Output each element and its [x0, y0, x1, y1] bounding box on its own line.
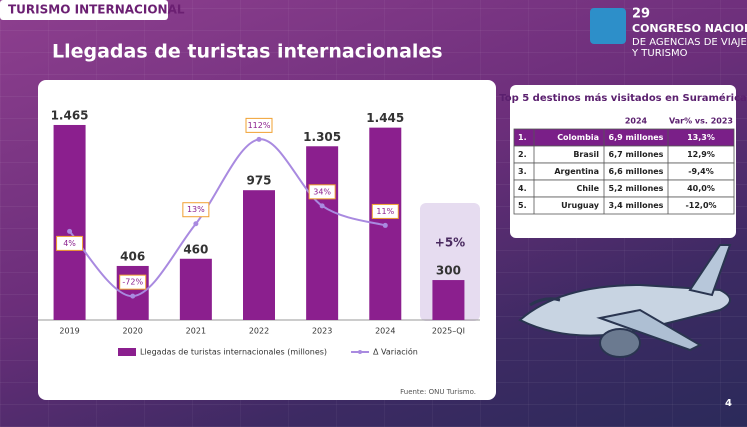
airplane [518, 244, 732, 358]
table-cell: 2. [518, 150, 527, 159]
legend-label: Llegadas de turistas internacionales (mi… [140, 348, 327, 357]
x-tick-label: 2024 [375, 327, 395, 336]
data-label: 34% [313, 187, 331, 196]
data-label: 300 [436, 264, 461, 278]
logo-number: 29 [632, 7, 650, 22]
line-point [256, 136, 262, 142]
table-cell: 6,6 millones [609, 167, 664, 176]
data-label: 11% [376, 207, 394, 216]
table-cell: 3. [518, 167, 527, 176]
line-point [130, 293, 136, 299]
table-cell: 3,4 millones [609, 201, 664, 210]
bar [179, 258, 212, 320]
data-label: 1.465 [51, 108, 89, 122]
line-point [382, 222, 388, 228]
logo-text: DE AGENCIAS DE VIAJES [632, 37, 747, 48]
label-box [56, 235, 84, 251]
table-cell: -9,4% [688, 167, 714, 176]
logo-text: Y TURISMO [631, 48, 688, 59]
table-cell: -12,0% [685, 201, 716, 210]
bar [243, 190, 275, 320]
x-tick-label: 2025–QI [432, 327, 465, 336]
data-label: 4% [63, 239, 76, 248]
heading: Llegadas de turistas internacionales [52, 41, 443, 63]
page-number: 4 [725, 398, 732, 409]
data-label: 1.445 [366, 111, 404, 125]
label-box [371, 203, 399, 219]
table-cell: 5,2 millones [609, 184, 664, 193]
table-cell: 5. [518, 201, 527, 210]
bar [306, 146, 339, 320]
x-tick-label: 2020 [123, 327, 143, 336]
annotation: +5% [435, 236, 465, 250]
table-cell: Uruguay [561, 201, 600, 210]
label-box [119, 274, 147, 290]
line-point [67, 228, 73, 234]
logo-icon [590, 8, 626, 44]
table-cell: Chile [577, 184, 600, 193]
table-cell: 12,9% [687, 150, 715, 159]
table-header: 2024 [625, 117, 648, 126]
data-label: 406 [120, 249, 145, 263]
data-label: -72% [122, 278, 143, 287]
data-label: 13% [187, 205, 205, 214]
data-label: 112% [248, 121, 271, 130]
table-cell: Argentina [554, 167, 599, 176]
label-box [245, 117, 273, 133]
label-box [182, 202, 210, 218]
x-tick-label: 2023 [312, 327, 332, 336]
data-label: 460 [183, 242, 208, 256]
table-cell: 13,3% [687, 133, 715, 142]
legend-swatch [358, 350, 363, 354]
x-tick-label: 2022 [249, 327, 269, 336]
label-box [308, 184, 336, 200]
line-point [319, 203, 325, 209]
table-title: Top 5 destinos más visitados en Suraméri… [499, 92, 747, 104]
table-cell: 6,9 millones [609, 133, 664, 142]
source: Fuente: ONU Turismo. [400, 388, 476, 396]
table-cell: Colombia [557, 133, 599, 142]
bar [53, 124, 86, 320]
table-row [513, 196, 735, 215]
table-cell: 1. [518, 133, 527, 142]
legend-swatch [118, 348, 136, 356]
data-label: 1.305 [303, 130, 341, 144]
table-cell: Brasil [573, 150, 599, 159]
table-cell: 6,7 millones [609, 150, 664, 159]
table-cell: 4. [518, 184, 527, 193]
logo-text: CONGRESO NACIONAL [632, 22, 747, 35]
legend-label: Δ Variación [373, 347, 418, 357]
table-cell: 40,0% [687, 184, 715, 193]
section-label: TURISMO INTERNACIONAL [8, 3, 185, 17]
line-point [193, 221, 199, 227]
bar [432, 280, 465, 320]
x-tick-label: 2019 [59, 327, 79, 336]
section-tag [0, 0, 168, 20]
x-tick-label: 2021 [186, 327, 206, 336]
table-header: Var% vs. 2023 [669, 117, 733, 126]
data-label: 975 [246, 174, 271, 188]
